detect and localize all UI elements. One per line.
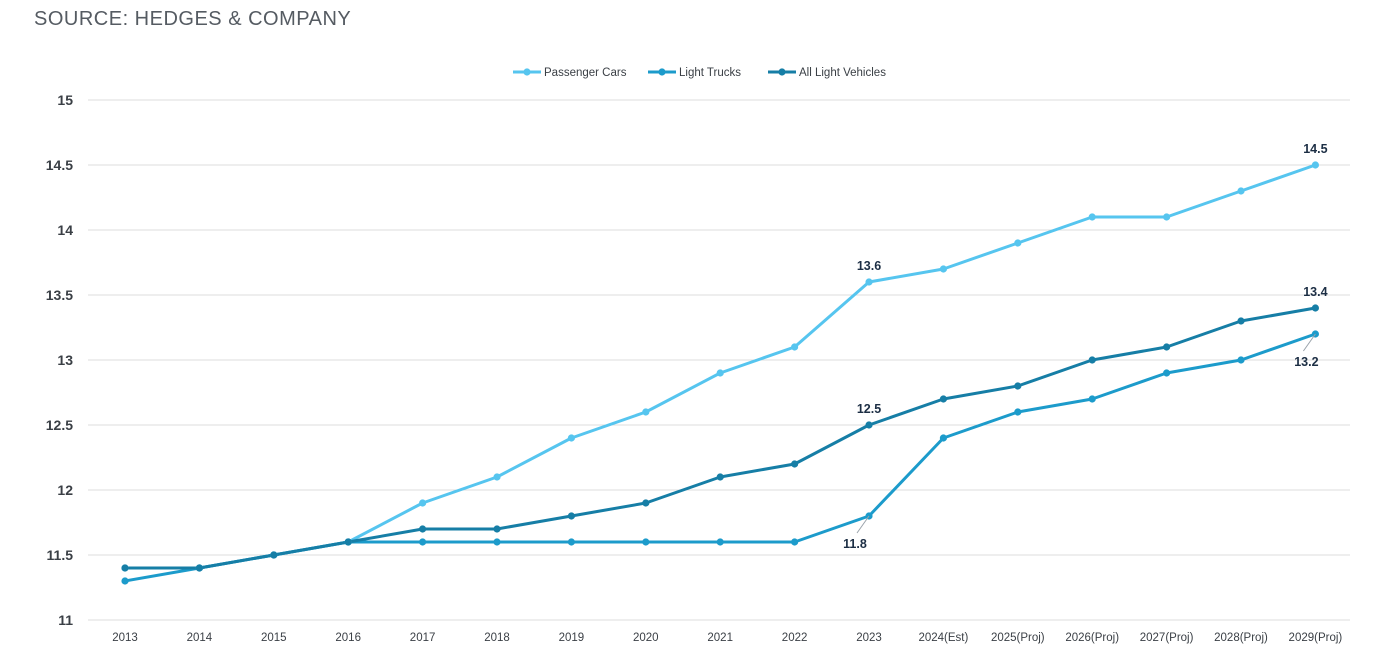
data-point [791,460,799,468]
data-point [567,434,576,442]
data-point [791,343,799,351]
data-point [642,499,650,507]
legend-swatch-marker [523,68,531,76]
grid-lines [88,99,1350,621]
x-tick-label: 2018 [484,632,510,644]
x-tick-label: 2026(Proj) [1065,632,1119,644]
legend-label: All Light Vehicles [799,67,886,79]
series-line-0 [123,163,1317,570]
x-tick-label: 2025(Proj) [991,632,1045,644]
legend-label: Light Trucks [679,67,741,79]
data-point [1237,187,1245,195]
data-point [716,473,724,481]
legend-item: All Light Vehicles [768,67,886,79]
x-tick-label: 2017 [410,632,436,644]
data-point [419,499,427,507]
callout-line [1302,333,1316,352]
x-tick-label: 2015 [261,632,287,644]
data-label: 11.8 [843,537,867,551]
y-tick-label: 11.5 [47,547,74,563]
data-point [865,278,873,286]
data-point [195,564,203,572]
x-tick-label: 2029(Proj) [1289,632,1343,644]
series-points [121,161,1319,585]
y-axis-ticks: 15 14.5 14 13.5 13 12.5 12 11.5 11 [46,92,73,628]
data-point [270,551,278,559]
data-point [865,421,873,429]
data-point [1014,408,1022,416]
x-tick-label: 2014 [187,632,213,644]
data-point [1163,213,1171,221]
data-point [1088,213,1096,221]
y-tick-label: 14.5 [46,157,73,173]
data-point [1014,382,1022,390]
x-tick-label: 2019 [559,632,585,644]
x-tick-label: 2016 [335,632,361,644]
legend-item: Light Trucks [648,67,741,79]
callout-lines [856,333,1316,534]
x-tick-label: 2013 [112,632,138,644]
data-point [344,538,352,546]
data-point [791,538,799,546]
data-point [1311,304,1319,312]
x-axis-ticks: 2013 2014 2015 2016 2017 2018 2019 2020 2021 2022… [112,632,1342,644]
y-tick-label: 12 [57,482,73,498]
data-point [567,512,576,520]
y-tick-label: 14 [57,222,73,238]
source-caption: SOURCE: HEDGES & COMPANY [34,8,352,30]
x-tick-label: 2024(Est) [918,632,968,644]
data-point [642,408,650,416]
data-point [567,538,576,546]
data-label: 13.4 [1303,285,1327,299]
data-point [939,265,948,273]
y-tick-label: 11 [58,612,73,628]
data-label: 12.5 [857,402,881,416]
legend-label: Passenger Cars [544,67,627,79]
data-point [493,538,501,546]
data-point [493,525,501,533]
x-tick-label: 2028(Proj) [1214,632,1268,644]
data-point [121,577,129,585]
legend-swatch-marker [658,68,666,76]
data-point [1163,369,1171,377]
legend-swatch-marker [778,68,786,76]
x-tick-label: 2023 [856,632,882,644]
data-point [121,564,129,572]
data-point [939,434,948,442]
data-point [716,538,724,546]
data-label: 14.5 [1303,142,1327,156]
callout-line [856,515,870,534]
data-point [419,538,427,546]
legend-item: Passenger Cars [513,67,627,79]
data-point [716,369,724,377]
legend: Passenger Cars Light Trucks All Light Vehi… [513,67,886,79]
data-point [1088,395,1096,403]
x-tick-label: 2021 [707,632,733,644]
x-tick-label: 2027(Proj) [1140,632,1194,644]
data-label: 13.6 [857,259,881,273]
x-tick-label: 2022 [782,632,808,644]
data-point [642,538,650,546]
y-tick-label: 12.5 [46,417,73,433]
data-point [1237,317,1245,325]
data-point [1088,356,1096,364]
y-tick-label: 15 [57,92,73,108]
series-line-2 [123,306,1317,570]
data-point [419,525,427,533]
y-tick-label: 13.5 [46,287,73,303]
y-tick-label: 13 [57,352,73,368]
data-label: 13.2 [1294,355,1318,369]
data-point [493,473,501,481]
data-point [1237,356,1245,364]
data-labels: 14.5 13.6 13.4 12.5 13.2 11.8 [843,142,1327,551]
data-point [1014,239,1022,247]
data-point [1311,161,1319,169]
x-tick-label: 2020 [633,632,659,644]
data-point [939,395,948,403]
data-point [1163,343,1171,351]
